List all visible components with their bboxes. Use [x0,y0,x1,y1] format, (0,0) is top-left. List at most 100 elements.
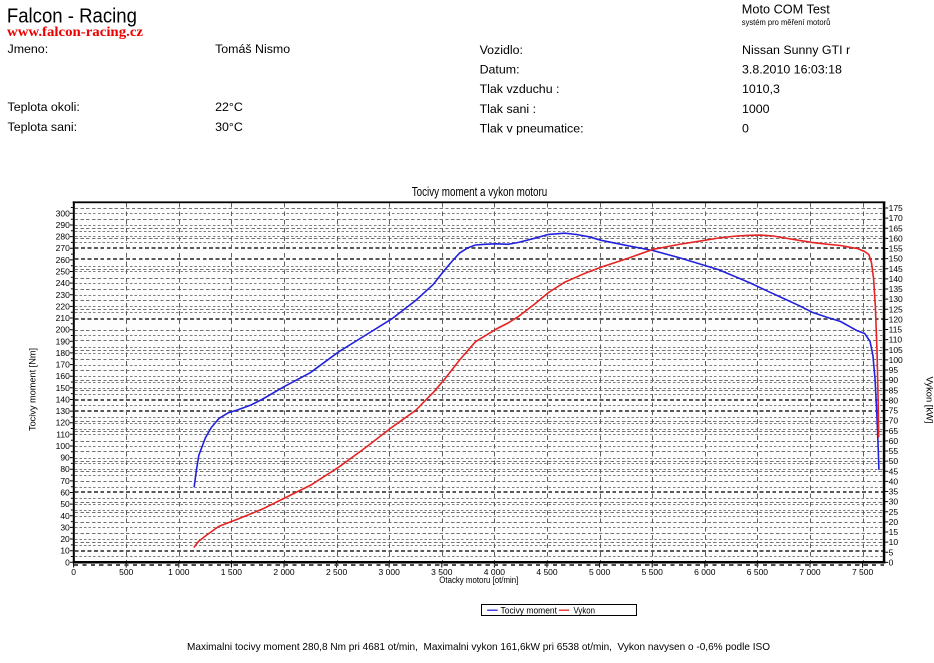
svg-text:95: 95 [889,365,899,375]
svg-text:Teplota sani:: Teplota sani: [8,120,78,134]
svg-text:35: 35 [889,487,899,497]
svg-text:Vykon [kW]: Vykon [kW] [924,377,934,424]
svg-text:170: 170 [56,360,70,370]
svg-text:155: 155 [889,244,903,254]
svg-text:40: 40 [60,511,70,521]
svg-text:Moto COM Test: Moto COM Test [742,2,830,17]
svg-text:5 000: 5 000 [589,567,611,577]
svg-text:250: 250 [56,267,70,277]
svg-text:Otacky motoru [ot/min]: Otacky motoru [ot/min] [439,575,518,585]
svg-text:190: 190 [56,336,70,346]
svg-text:115: 115 [889,325,903,335]
svg-text:80: 80 [60,464,70,474]
svg-text:7 500: 7 500 [852,567,874,577]
svg-text:240: 240 [56,278,70,288]
svg-text:200: 200 [56,325,70,335]
svg-text:85: 85 [889,385,899,395]
svg-text:70: 70 [60,476,70,486]
svg-text:120: 120 [56,418,70,428]
svg-text:290: 290 [56,220,70,230]
svg-text:1010,3: 1010,3 [742,82,780,96]
svg-text:80: 80 [889,395,899,405]
svg-text:7 000: 7 000 [799,567,821,577]
svg-text:6 500: 6 500 [747,567,769,577]
svg-text:Tlak v pneumatice:: Tlak v pneumatice: [480,121,584,135]
svg-text:210: 210 [56,313,70,323]
svg-text:0: 0 [65,557,70,567]
svg-text:20: 20 [60,534,70,544]
svg-text:160: 160 [889,233,903,243]
svg-text:Vykon: Vykon [574,605,596,615]
svg-text:130: 130 [56,406,70,416]
svg-text:140: 140 [889,274,903,284]
svg-text:120: 120 [889,314,903,324]
svg-text:170: 170 [889,213,903,223]
svg-text:10: 10 [60,546,70,556]
svg-text:22°C: 22°C [215,100,243,114]
svg-text:100: 100 [889,355,903,365]
svg-text:systém pro měření motorů: systém pro měření motorů [742,17,831,27]
svg-text:260: 260 [56,255,70,265]
svg-text:Jmeno:: Jmeno: [8,42,49,56]
svg-text:3 500: 3 500 [431,567,453,577]
svg-text:4 500: 4 500 [536,567,558,577]
svg-text:www.falcon-racing.cz: www.falcon-racing.cz [7,25,143,40]
svg-text:110: 110 [56,429,70,439]
svg-text:30°C: 30°C [215,120,243,134]
svg-text:105: 105 [889,345,903,355]
svg-text:Datum:: Datum: [480,63,520,77]
svg-text:30: 30 [889,497,899,507]
svg-text:Tocivy moment [Nm]: Tocivy moment [Nm] [28,348,38,431]
svg-text:0: 0 [71,567,76,577]
svg-text:500: 500 [119,567,133,577]
svg-text:10: 10 [889,537,899,547]
svg-text:220: 220 [56,301,70,311]
svg-text:1 000: 1 000 [168,567,190,577]
svg-text:60: 60 [889,436,899,446]
svg-text:3 000: 3 000 [379,567,401,577]
svg-text:300: 300 [56,208,70,218]
svg-text:230: 230 [56,290,70,300]
svg-text:65: 65 [889,426,899,436]
svg-text:180: 180 [56,348,70,358]
svg-text:100: 100 [56,441,70,451]
svg-text:70: 70 [889,416,899,426]
svg-text:2 500: 2 500 [326,567,348,577]
svg-text:5 500: 5 500 [642,567,664,577]
svg-text:130: 130 [889,294,903,304]
svg-text:4 000: 4 000 [484,567,506,577]
svg-text:0: 0 [889,557,894,567]
svg-text:150: 150 [889,254,903,264]
svg-text:140: 140 [56,395,70,405]
svg-text:60: 60 [60,488,70,498]
svg-text:45: 45 [889,466,899,476]
svg-text:15: 15 [889,527,899,537]
svg-text:90: 90 [60,453,70,463]
svg-text:90: 90 [889,375,899,385]
svg-text:145: 145 [889,264,903,274]
svg-text:Tlak sani :: Tlak sani : [480,102,536,116]
svg-text:55: 55 [889,446,899,456]
svg-text:0: 0 [742,121,749,135]
svg-text:280: 280 [56,232,70,242]
svg-text:5: 5 [889,547,894,557]
svg-text:Teplota okoli:: Teplota okoli: [8,100,80,114]
svg-text:50: 50 [889,456,899,466]
svg-text:25: 25 [889,507,899,517]
svg-text:1 500: 1 500 [221,567,243,577]
svg-text:20: 20 [889,517,899,527]
svg-text:175: 175 [889,203,903,213]
svg-text:1000: 1000 [742,102,770,116]
svg-text:Maximalni tocivy moment 280,8: Maximalni tocivy moment 280,8 Nm pri 468… [187,641,770,653]
svg-text:135: 135 [889,284,903,294]
svg-text:6 000: 6 000 [694,567,716,577]
svg-text:Tocivy moment a vykon motoru: Tocivy moment a vykon motoru [412,185,548,199]
svg-text:125: 125 [889,304,903,314]
svg-text:150: 150 [56,383,70,393]
svg-text:2 000: 2 000 [273,567,295,577]
svg-text:Falcon - Racing: Falcon - Racing [7,5,137,27]
svg-text:165: 165 [889,223,903,233]
svg-text:Tocivy moment: Tocivy moment [501,605,558,615]
svg-text:160: 160 [56,371,70,381]
svg-text:50: 50 [60,499,70,509]
